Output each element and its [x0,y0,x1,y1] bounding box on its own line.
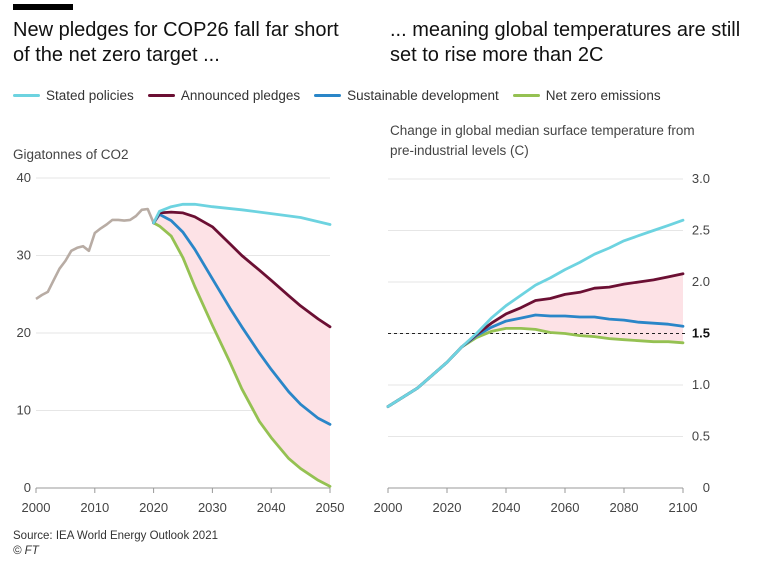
right-x-tick-label: 2000 [374,500,403,515]
left-y-tick-label: 0 [24,480,31,495]
right-y-axis-label: Change in global median surface temperat… [390,123,695,158]
left-y-tick-label: 20 [17,325,31,340]
source-note: Source: IEA World Energy Outlook 2021 [13,530,218,542]
left-y-tick-label: 10 [17,403,31,418]
right-x-tick-label: 2100 [669,500,698,515]
right-y-tick-label: 0 [703,480,710,495]
legend-label: Net zero emissions [545,88,661,103]
copyright-note: © FT [13,545,39,557]
legend-swatch-stated-policies [13,94,40,97]
right-series-stated-policies [386,218,685,409]
right-x-tick-label: 2060 [551,500,580,515]
left-y-tick-label: 30 [17,248,31,263]
left-series-net-zero-emissions [152,221,332,488]
legend: Stated policies Announced pledges Sustai… [13,88,675,103]
left-series-stated-policies [152,202,332,226]
left-y-tick-label: 40 [17,170,31,185]
legend-label: Announced pledges [180,88,301,103]
left-x-tick-label: 2030 [198,500,227,515]
legend-label: Sustainable development [347,88,499,103]
left-x-tick-label: 2010 [80,500,109,515]
left-series-historical [35,207,155,300]
right-y-tick-label: 2.5 [692,223,710,238]
legend-label: Stated policies [46,88,134,103]
right-x-tick-label: 2080 [610,500,639,515]
right-y-tick-label: 0.5 [692,429,710,444]
legend-item-sustainable-development: Sustainable development [314,88,499,103]
legend-swatch-sustainable-development [314,94,342,97]
ft-accent-bar [13,4,73,10]
right-y-tick-label: 3.0 [692,171,710,186]
left-x-tick-label: 2020 [139,500,168,515]
legend-swatch-net-zero-emissions [512,94,540,97]
right-y-tick-label: 1.0 [692,377,710,392]
legend-item-net-zero-emissions: Net zero emissions [512,88,661,103]
right-y-tick-label: 1.5 [692,326,710,341]
legend-swatch-announced-pledges [147,94,175,97]
legend-item-announced-pledges: Announced pledges [147,88,301,103]
right-series-net-zero-emissions [386,326,685,409]
right-pledge-gap-area [388,273,683,407]
right-x-tick-label: 2040 [492,500,521,515]
left-x-tick-label: 2000 [22,500,51,515]
right-chart-title: ... meaning global temperatures are stil… [390,19,741,66]
left-series-sustainable-development [152,212,332,426]
left-y-axis-label: Gigatonnes of CO2 [13,147,129,162]
right-y-tick-label: 2.0 [692,274,710,289]
left-x-tick-label: 2050 [316,500,345,515]
legend-item-stated-policies: Stated policies [13,88,134,103]
left-x-tick-label: 2040 [257,500,286,515]
left-series-announced-pledges [152,210,332,329]
left-pledge-gap-area [153,212,330,487]
left-chart-title: New pledges for COP26 fall far short of … [13,19,339,66]
right-x-tick-label: 2020 [433,500,462,515]
